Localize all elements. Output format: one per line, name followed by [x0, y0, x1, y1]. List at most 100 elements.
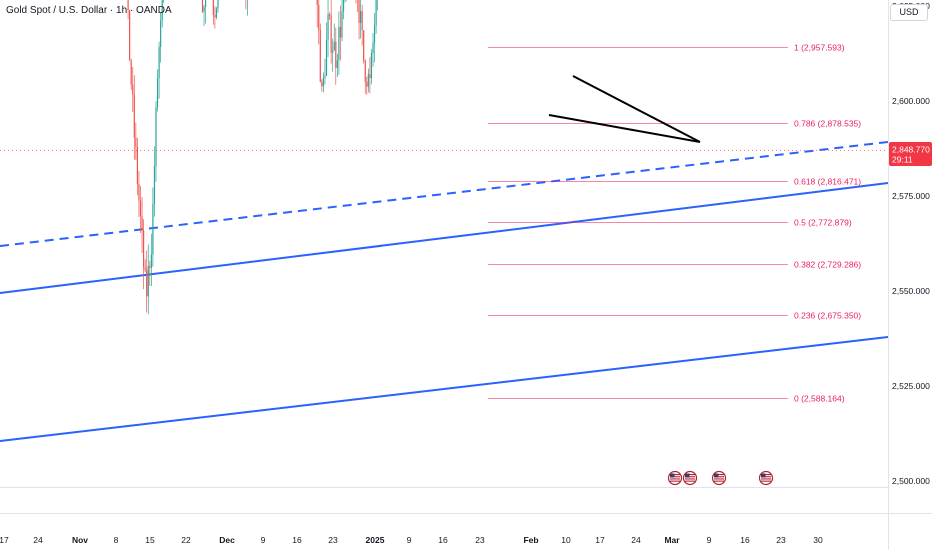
- candle-body-98: [152, 203, 154, 255]
- candle-body-218: [338, 26, 340, 61]
- candle-body-209: [324, 75, 326, 78]
- fib-label-1: 0.786 (2,878.535): [794, 119, 861, 129]
- candle-body-204: [316, 0, 318, 6]
- candle-body-234: [363, 30, 365, 61]
- candle-body-215: [333, 41, 335, 51]
- candle-body-90: [139, 200, 142, 217]
- fib-label-2: 0.618 (2,816.471): [794, 177, 861, 187]
- channel-line-3: [0, 336, 889, 442]
- fib-label-0: 1 (2,957.593): [794, 43, 845, 53]
- time-tick-label: 9: [261, 535, 266, 545]
- last-price-countdown: 29:11: [892, 155, 913, 165]
- event-flag-stripe: [670, 474, 680, 476]
- time-axis[interactable]: 17 24 Nov 8 15 22 Dec 9 16 23 2025 9 16 23 Feb 10 17 24 Ma…: [0, 535, 823, 545]
- event-flag-stripe: [714, 474, 724, 476]
- time-tick-label: 24: [33, 535, 43, 545]
- candle-body-93: [144, 267, 146, 271]
- candle-body-205: [318, 5, 320, 31]
- candle-body-82: [127, 0, 129, 10]
- candle-body-217: [336, 60, 338, 68]
- fib-label-3: 0.5 (2,772.879): [794, 218, 852, 228]
- time-tick-label: Mar: [664, 535, 680, 545]
- time-tick-label: 17: [0, 535, 9, 545]
- candle-body-103: [160, 20, 162, 47]
- time-tick-label: 17: [595, 535, 605, 545]
- triangle-upper-line: [572, 75, 701, 143]
- event-flag-canton: [714, 473, 719, 478]
- candle-body-242: [375, 0, 377, 26]
- candle-body-233: [361, 10, 363, 31]
- event-flag-stripe: [761, 476, 771, 478]
- event-flag-stripe: [685, 480, 695, 482]
- candles: [0, 0, 888, 315]
- candle-body-239: [370, 53, 373, 79]
- candle-body-214: [332, 50, 334, 53]
- us-event-flag-icon-0[interactable]: [667, 470, 683, 486]
- candle-body-101: [156, 78, 159, 108]
- currency-selector[interactable]: USD: [890, 4, 928, 21]
- event-flag-stripe: [714, 476, 724, 478]
- candle-body-97: [150, 254, 152, 268]
- candle-body-102: [158, 46, 160, 79]
- event-flag-stripe: [761, 478, 771, 480]
- candle-body-206: [319, 30, 321, 82]
- symbol-title: Gold Spot / U.S. Dollar · 1h · OANDA: [6, 5, 172, 16]
- time-tick-label: 30: [813, 535, 823, 545]
- price-tick-label: 2,575.000: [892, 191, 930, 201]
- candle-body-84: [130, 60, 132, 85]
- candle-body-207: [321, 81, 323, 87]
- candle-body-220: [341, 11, 343, 38]
- candle-body-211: [327, 14, 329, 40]
- candle-body-210: [325, 39, 328, 76]
- price-tick-label: 2,500.000: [892, 476, 930, 486]
- time-tick-label: 10: [561, 535, 571, 545]
- event-flag-stripe: [685, 476, 695, 478]
- time-tick-label: 23: [776, 535, 786, 545]
- candle-body-212: [329, 14, 331, 16]
- candle-body-100: [155, 107, 157, 167]
- event-flag-stripe: [670, 476, 680, 478]
- triangle-lower-line: [548, 114, 701, 143]
- candle-body-87: [135, 137, 137, 147]
- fib-label-5: 0.236 (2,675.350): [794, 311, 861, 321]
- time-tick-label: 22: [181, 535, 191, 545]
- event-flag-stripe: [761, 480, 771, 482]
- time-tick-label: 8: [114, 535, 119, 545]
- event-flag-stripe: [714, 478, 724, 480]
- candle-body-232: [360, 10, 362, 23]
- event-flag-ring: [711, 470, 727, 486]
- candle-body-91: [141, 216, 143, 231]
- candle-body-131: [203, 7, 205, 12]
- candle-body-241: [373, 25, 376, 43]
- event-flag-canton: [761, 473, 766, 478]
- event-flag-ring: [667, 470, 683, 486]
- us-event-flag-icon-3[interactable]: [758, 470, 774, 486]
- time-tick-label: Feb: [523, 535, 538, 545]
- last-price-tag-box: [889, 142, 932, 166]
- candle-body-130: [201, 0, 204, 12]
- economic-events[interactable]: [667, 470, 774, 486]
- us-event-flag-icon-2[interactable]: [711, 470, 727, 486]
- fib-label-6: 0 (2,588.164): [794, 394, 845, 404]
- time-tick-label: 15: [145, 535, 155, 545]
- candle-body-132: [205, 0, 207, 8]
- time-tick-label: 16: [438, 535, 448, 545]
- triangle-lines: [548, 75, 701, 143]
- time-tick-label: Dec: [219, 535, 235, 545]
- last-price-value: 2,848.770: [892, 145, 930, 155]
- candle-body-86: [133, 94, 135, 138]
- price-tick-label: 2,600.000: [892, 96, 930, 106]
- candle-body-235: [364, 60, 366, 82]
- candle-body-95: [147, 266, 149, 297]
- fib-label-4: 0.382 (2,729.286): [794, 260, 861, 270]
- candle-body-237: [367, 74, 369, 87]
- us-event-flag-icon-1[interactable]: [682, 470, 698, 486]
- candle-body-83: [129, 9, 131, 61]
- time-tick-label: 16: [292, 535, 302, 545]
- event-flag-canton: [685, 473, 690, 478]
- event-flag-canton: [670, 473, 675, 478]
- price-tick-label: 2,550.000: [892, 286, 930, 296]
- time-tick-label: 9: [707, 535, 712, 545]
